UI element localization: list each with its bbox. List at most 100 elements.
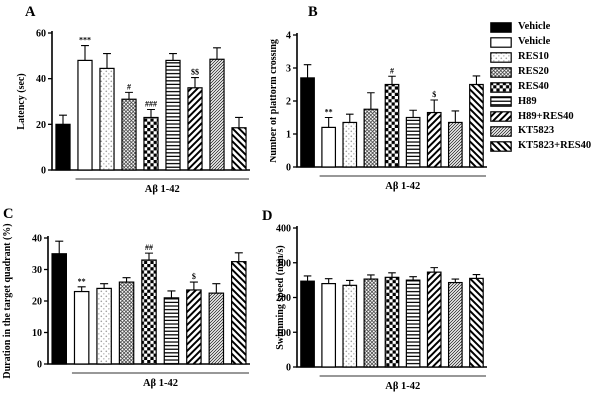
error-bar xyxy=(212,283,221,294)
open-white-swatch-icon xyxy=(490,37,512,48)
legend-label: RES40 xyxy=(518,80,549,92)
bar-res20-3 xyxy=(121,98,137,171)
y-axis-label: Swimming speed (mm/s) xyxy=(275,245,286,349)
error-bar xyxy=(451,278,460,283)
panel-letter: B xyxy=(308,4,318,20)
checker-bold-swatch-icon xyxy=(490,81,512,93)
bar-res20-3 xyxy=(363,108,379,168)
bar-h89-res40-6 xyxy=(426,111,442,168)
error-bar xyxy=(303,275,312,282)
bar-res10-2 xyxy=(342,284,358,368)
y-tick-label: 60 xyxy=(36,29,46,40)
error-bar xyxy=(191,76,199,88)
bar-kt5823-res40-8 xyxy=(231,127,247,171)
significance-annotation: ** xyxy=(325,108,333,117)
error-bar xyxy=(345,113,354,123)
bar-vehicle-1 xyxy=(321,282,337,368)
error-bar xyxy=(59,114,67,125)
y-tick-label: 300 xyxy=(276,258,291,269)
error-bar xyxy=(409,276,417,281)
legend-item-h89-5: H89 xyxy=(490,94,600,109)
error-bar xyxy=(472,75,481,85)
error-bar xyxy=(144,252,154,261)
error-bar xyxy=(409,109,417,118)
significance-annotation: $ xyxy=(432,90,436,99)
y-tick-label: 3 xyxy=(286,64,291,75)
bar-res40-4 xyxy=(143,116,159,171)
legend-label: KT5823+RES40 xyxy=(518,140,592,152)
bar-vehicle-1 xyxy=(77,59,93,171)
legend-label: KT5823 xyxy=(518,125,555,137)
significance-annotation: ### xyxy=(145,99,157,108)
legend-label: H89 xyxy=(518,95,537,107)
bar-kt5823-res40-8 xyxy=(469,277,484,368)
y-axis-label: Duration in the target quadrant (%) xyxy=(2,223,13,378)
bar-res20-3 xyxy=(118,281,135,365)
y-tick-label: 10 xyxy=(32,328,42,339)
error-bar xyxy=(77,286,86,292)
y-tick-label: 4 xyxy=(286,31,291,42)
panel-letter: D xyxy=(262,208,272,224)
legend-label: Vehicle xyxy=(518,21,551,33)
significance-annotation: ** xyxy=(78,277,86,286)
bar-kt5823-res40-8 xyxy=(469,83,484,168)
bar-vehicle-0 xyxy=(300,280,315,368)
error-bar xyxy=(472,274,481,279)
legend-label: H89+RES40 xyxy=(518,110,574,122)
error-bar xyxy=(122,277,131,283)
legend-item-h89-res40-6: H89+RES40 xyxy=(490,109,600,124)
error-bar xyxy=(125,91,133,100)
significance-annotation: # xyxy=(127,82,131,91)
y-tick-label: 40 xyxy=(32,234,42,245)
bar-res10-2 xyxy=(96,287,112,365)
y-axis-label: Number of platform crossing xyxy=(270,39,279,163)
bar-res10-2 xyxy=(342,121,358,168)
diag-up-swatch-icon xyxy=(490,111,512,123)
panel-d-swimming-speed-chart: D Swimming speed (mm/s) 0 100 200 300 400 Aβ 1-… xyxy=(255,200,500,401)
bar-vehicle-1 xyxy=(321,126,337,168)
y-tick-label: 2 xyxy=(286,97,291,108)
diag-down-swatch-icon xyxy=(490,141,512,152)
y-tick-label: 0 xyxy=(286,363,291,374)
y-tick-label: 0 xyxy=(37,360,42,371)
x-group-label: Aβ 1-42 xyxy=(145,184,180,195)
panel-letter: C xyxy=(3,206,13,222)
legend-item-kt5823-7: KT5823 xyxy=(490,124,600,139)
bar-h89-res40-6 xyxy=(187,87,203,171)
bar-res20-3 xyxy=(363,278,379,368)
error-bar xyxy=(55,240,64,254)
significance-annotation: *** xyxy=(79,36,91,45)
y-tick-label: 0 xyxy=(41,166,46,177)
significance-annotation: $ xyxy=(192,272,196,281)
y-tick-label: 30 xyxy=(32,265,42,276)
error-bar xyxy=(147,108,155,118)
bar-kt5823-7 xyxy=(447,121,463,168)
significance-annotation: ## xyxy=(145,243,153,252)
error-bar xyxy=(388,272,396,278)
error-bar xyxy=(213,47,221,60)
bar-kt5823-7 xyxy=(209,58,225,171)
diag-fine-swatch-icon xyxy=(490,126,512,137)
bar-vehicle-1 xyxy=(73,290,90,365)
y-tick-label: 1 xyxy=(286,130,291,141)
legend-label: RES20 xyxy=(518,65,549,77)
y-tick-label: 40 xyxy=(36,74,46,85)
error-bar xyxy=(235,116,243,128)
bar-h89-5 xyxy=(165,59,181,171)
error-bar xyxy=(103,53,111,69)
legend-label: Vehicle xyxy=(518,36,551,48)
figure-legend: Vehicle Vehicle RES10 RES20 RES40 H89 H89+RES4… xyxy=(490,20,600,154)
bar-res40-4 xyxy=(384,276,400,368)
panel-a-latency-chart: A Latency (sec) 0 20 40 60 *** # ### $$ Aβ 1-42 xyxy=(0,0,270,205)
error-bar xyxy=(367,92,375,110)
y-tick-label: 400 xyxy=(276,224,291,235)
y-tick-label: 20 xyxy=(36,120,46,131)
bar-kt5823-res40-8 xyxy=(231,261,247,365)
legend-item-res40-4: RES40 xyxy=(490,80,600,95)
y-tick-label: 20 xyxy=(32,297,42,308)
bar-h89-res40-6 xyxy=(426,271,442,368)
legend-label: RES10 xyxy=(518,50,549,62)
error-bar xyxy=(324,278,333,284)
